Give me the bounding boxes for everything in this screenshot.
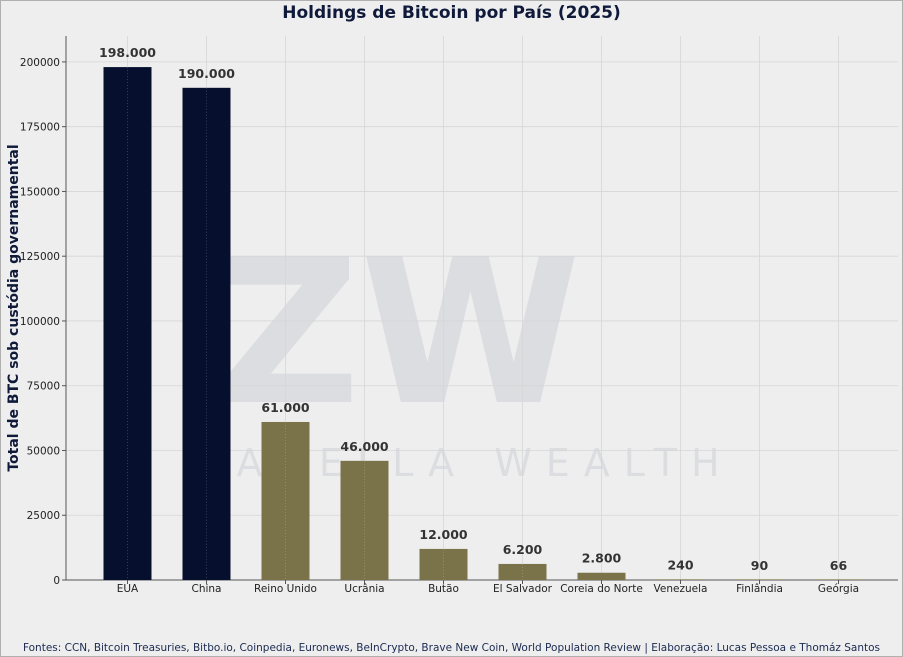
y-tick-label: 75000	[27, 381, 60, 393]
chart-title: Holdings de Bitcoin por País (2025)	[282, 3, 621, 23]
x-tick-label: Coreia do Norte	[560, 583, 643, 595]
y-tick-label: 125000	[20, 251, 60, 263]
bar	[577, 572, 626, 580]
watermark-monogram: ZW	[215, 217, 581, 450]
bar	[498, 563, 547, 580]
value-label: 90	[751, 558, 769, 573]
value-label: 61.000	[261, 400, 310, 415]
bar	[261, 421, 310, 580]
value-label: 46.000	[340, 439, 389, 454]
x-tick-label: Ucrânia	[344, 583, 384, 595]
bars	[103, 67, 863, 581]
source-note: Fontes: CCN, Bitcoin Treasuries, Bitbo.i…	[22, 642, 881, 654]
bar	[419, 548, 468, 580]
value-label: 6.200	[503, 542, 543, 557]
x-tick-labels: EUA China Reino Unido Ucrânia Butão El Salvad…	[117, 580, 859, 595]
value-label: 240	[667, 557, 693, 572]
bar	[656, 579, 705, 580]
y-tick-label: 200000	[20, 57, 60, 69]
y-tick-label: 0	[53, 575, 60, 587]
y-tick-label: 100000	[20, 316, 60, 328]
value-label: 66	[830, 558, 848, 573]
y-tick-labels: 0 25000 50000 75000 100000 125000 150000 175000…	[20, 57, 66, 587]
x-tick-label: China	[192, 583, 222, 595]
y-tick-label: 50000	[27, 445, 60, 457]
value-label: 190.000	[178, 66, 235, 81]
x-tick-label: Reino Unido	[254, 583, 317, 595]
x-tick-label: Geórgia	[818, 583, 859, 595]
y-tick-label: 25000	[27, 510, 60, 522]
bar	[182, 87, 231, 581]
x-tick-label: El Salvador	[493, 583, 553, 595]
y-tick-label: 150000	[20, 186, 60, 198]
y-tick-label: 175000	[20, 122, 60, 134]
x-tick-label: Venezuela	[654, 583, 708, 595]
bar	[735, 579, 784, 580]
x-tick-label: Finlândia	[736, 583, 783, 595]
bar	[103, 67, 152, 581]
x-tick-label: Butão	[428, 583, 459, 595]
value-label: 198.000	[99, 45, 156, 60]
value-label: 2.800	[582, 551, 622, 566]
bar	[814, 579, 863, 580]
value-label: 12.000	[419, 527, 468, 542]
x-tick-label: EUA	[117, 583, 139, 595]
value-labels: 198.000 190.000 61.000 46.000 12.000 6.200 2.8…	[99, 45, 847, 573]
bar	[340, 460, 389, 580]
